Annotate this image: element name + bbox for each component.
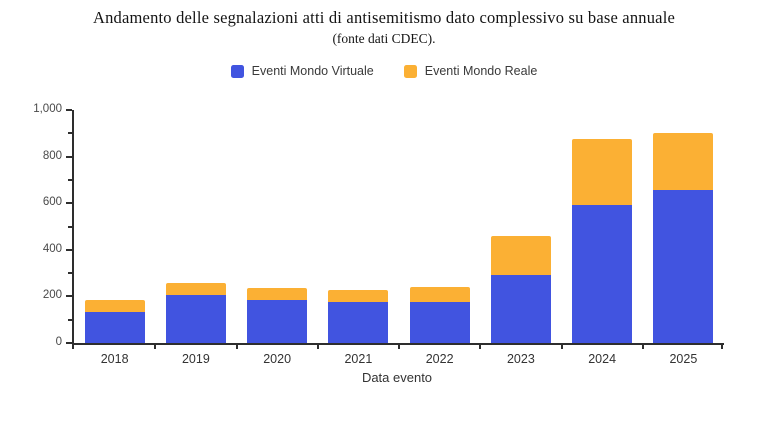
- plot-area: 0 200 400 600 800 1,000 2018 2019 2020 2021 2022 20…: [33, 103, 724, 366]
- chart-title: Andamento delle segnalazioni atti di ant…: [92, 8, 676, 27]
- bar-segment-virtuale-2024[interactable]: [572, 204, 633, 343]
- y-axis-major-tick: [66, 155, 72, 158]
- y-axis-major-tick: [66, 342, 72, 344]
- y-axis-tick-label: 1,000: [33, 103, 62, 115]
- bar-segment-reale-2020[interactable]: [247, 287, 308, 301]
- x-axis-category-label-2025: 2025: [669, 352, 698, 366]
- y-axis-major-tick: [66, 202, 72, 205]
- x-axis-category-label-2023: 2023: [506, 352, 535, 366]
- x-axis-category-label-2021: 2021: [344, 352, 373, 366]
- y-axis-tick-label: 400: [42, 242, 62, 255]
- bar-segment-reale-2018[interactable]: [84, 300, 145, 312]
- y-axis-minor-tick: [68, 132, 72, 135]
- x-axis-tick: [398, 343, 400, 349]
- bar-segment-reale-2024[interactable]: [572, 138, 633, 205]
- x-axis-tick: [479, 343, 482, 349]
- bar-segment-virtuale-2019[interactable]: [165, 295, 226, 343]
- x-axis-title: Data evento: [361, 370, 433, 385]
- y-axis-minor-tick: [68, 178, 72, 181]
- legend-label-virtuale: Eventi Mondo Virtuale: [251, 64, 374, 78]
- y-axis-major-tick: [66, 248, 72, 251]
- y-axis-tick-label: 0: [55, 336, 62, 348]
- x-axis-tick: [235, 343, 238, 349]
- bar-segment-virtuale-2022[interactable]: [409, 301, 470, 343]
- x-axis-tick: [316, 343, 319, 349]
- legend-swatch-virtuale: [230, 64, 244, 78]
- bar-segment-virtuale-2020[interactable]: [247, 300, 308, 343]
- bar-segment-virtuale-2018[interactable]: [84, 311, 145, 343]
- y-axis-major-tick: [66, 109, 72, 111]
- y-axis-major-tick: [66, 295, 72, 298]
- bar-segment-virtuale-2023[interactable]: [490, 275, 551, 343]
- bar-segment-reale-2025[interactable]: [653, 132, 714, 191]
- y-axis-minor-tick: [68, 225, 72, 228]
- bar-segment-reale-2019[interactable]: [165, 283, 226, 296]
- x-axis-category-label-2019: 2019: [181, 352, 210, 366]
- x-axis-category-label-2018: 2018: [100, 352, 129, 366]
- x-axis-category-label-2022: 2022: [425, 352, 454, 366]
- chart-legend: Eventi Mondo Virtuale Eventi Mondo Reale: [0, 64, 768, 78]
- y-axis-tick-label: 800: [42, 149, 62, 162]
- x-axis-tick: [721, 343, 723, 349]
- x-axis-tick: [72, 343, 74, 349]
- y-axis-minor-tick: [68, 318, 72, 321]
- chart-subtitle: (fonte dati CDEC).: [332, 31, 436, 46]
- bar-segment-reale-2022[interactable]: [409, 286, 470, 302]
- bar-segment-reale-2023[interactable]: [490, 236, 551, 276]
- y-axis-minor-tick: [68, 272, 72, 275]
- x-axis-tick: [560, 343, 563, 349]
- bar-segment-reale-2021[interactable]: [328, 290, 389, 303]
- x-axis-category-label-2020: 2020: [263, 352, 292, 366]
- x-axis-category-label-2024: 2024: [588, 352, 617, 366]
- y-axis-tick-label: 600: [42, 196, 62, 209]
- x-axis-tick: [154, 343, 157, 349]
- bar-segment-virtuale-2025[interactable]: [653, 190, 714, 343]
- legend-item-reale: Eventi Mondo Reale: [403, 64, 538, 78]
- bar-segment-virtuale-2021[interactable]: [328, 302, 389, 343]
- legend-swatch-reale: [403, 64, 417, 78]
- x-axis-tick: [641, 343, 644, 349]
- y-axis-tick-label: 200: [42, 289, 62, 302]
- legend-item-virtuale: Eventi Mondo Virtuale: [230, 64, 374, 78]
- legend-label-reale: Eventi Mondo Reale: [424, 64, 538, 78]
